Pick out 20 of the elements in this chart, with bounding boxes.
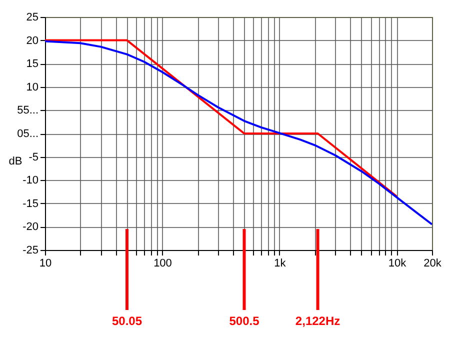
y-tick-label: -15	[22, 198, 38, 210]
y-tick-label: -10	[22, 174, 38, 187]
y-axis-title: dB	[8, 156, 22, 168]
x-tick-label: 10	[39, 258, 52, 270]
x-tick-label: 10k	[388, 258, 407, 270]
x-tick-label: 20k	[424, 258, 442, 270]
y-tick-label: 05...	[17, 128, 38, 140]
y-tick-label: 55...	[17, 104, 38, 117]
annotation: 50.05	[112, 314, 142, 328]
y-tick-label: -25	[22, 244, 38, 256]
y-tick-label: 15	[26, 58, 38, 70]
y-tick-label: 25	[26, 12, 38, 24]
y-tick-label: 20	[26, 34, 38, 47]
y-tick-label: -20	[22, 221, 38, 234]
annotation: 500.5	[229, 314, 260, 328]
x-tick-label: 100	[154, 258, 172, 270]
y-tick-label: 10	[26, 81, 38, 94]
y-tick-label: -5	[28, 151, 38, 164]
x-tick-label: 1k	[274, 258, 286, 270]
annotation: 2,122Hz	[295, 314, 340, 328]
